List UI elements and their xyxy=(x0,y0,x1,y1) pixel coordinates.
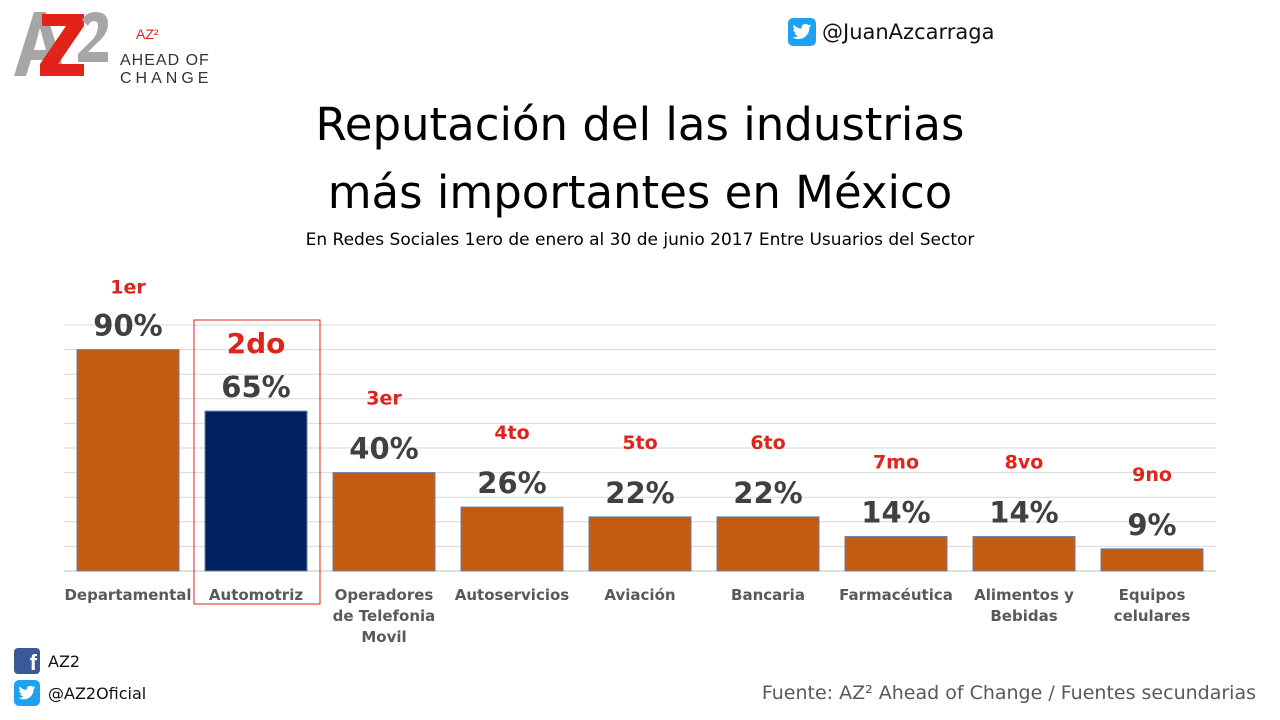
header-twitter-handle: @JuanAzcarraga xyxy=(822,20,995,44)
logo-line-1: AHEAD OF xyxy=(120,52,210,69)
bar-7 xyxy=(844,536,948,572)
az2-logo-mark xyxy=(14,12,108,76)
bar-5 xyxy=(588,516,692,572)
logo-line-2: CHANGE xyxy=(120,70,213,87)
category-label: Aviación xyxy=(604,586,675,604)
value-label: 90% xyxy=(93,309,162,343)
bar-3 xyxy=(332,472,436,572)
category-label: celulares xyxy=(1114,607,1191,625)
category-label: Automotriz xyxy=(209,586,303,604)
rank-label: 8vo xyxy=(1005,452,1044,474)
rank-label: 9no xyxy=(1132,464,1172,486)
footer-twitter-label: @AZ2Oficial xyxy=(48,683,147,703)
rank-label: 3er xyxy=(366,388,402,410)
logo-superscript: AZ² xyxy=(136,26,159,42)
footer-twitter[interactable]: @AZ2Oficial xyxy=(14,680,146,706)
value-label: 9% xyxy=(1127,508,1176,542)
rank-label: 2do xyxy=(227,327,286,360)
rank-label: 4to xyxy=(494,422,529,444)
category-label: Equipos xyxy=(1119,586,1186,604)
rank-label: 1er xyxy=(110,277,146,299)
bar-8 xyxy=(972,536,1076,572)
category-label: Bebidas xyxy=(990,607,1057,625)
value-label: 65% xyxy=(221,370,290,404)
category-label: Autoservicios xyxy=(455,586,570,604)
chart-title-line-1: Reputación del las industrias xyxy=(315,98,965,151)
value-label: 22% xyxy=(733,476,802,510)
value-label: 26% xyxy=(477,466,546,500)
highlight-box xyxy=(193,319,321,605)
source-note: Fuente: AZ² Ahead of Change / Fuentes se… xyxy=(761,682,1256,704)
bar-chart: 90% 1er Departamental 65% 2do Automotriz 40% 3e… xyxy=(64,277,1216,646)
category-label: Movil xyxy=(361,628,406,646)
chart-title-line-2: más importantes en México xyxy=(327,166,953,219)
header-twitter[interactable]: @JuanAzcarraga xyxy=(788,18,994,46)
value-label: 40% xyxy=(349,432,418,466)
twitter-icon xyxy=(788,18,816,46)
az2-logo: AZ² AHEAD OF CHANGE xyxy=(12,10,209,87)
footer-facebook-label: AZ2 xyxy=(48,651,81,671)
facebook-icon: f xyxy=(14,648,40,674)
rank-label: 5to xyxy=(622,432,657,454)
category-label: Bancaria xyxy=(731,586,805,604)
category-label: Alimentos y xyxy=(974,586,1074,604)
rank-label: 6to xyxy=(750,432,785,454)
bar-2 xyxy=(204,410,308,572)
category-label: Departamental xyxy=(64,586,191,604)
bar-9 xyxy=(1100,548,1204,572)
bar-1 xyxy=(76,349,180,572)
value-label: 22% xyxy=(605,476,674,510)
rank-label: 7mo xyxy=(873,452,919,474)
category-label: de Telefonia xyxy=(333,607,436,625)
bar-4 xyxy=(460,506,564,572)
twitter-icon xyxy=(14,680,40,706)
category-label: Operadores xyxy=(335,586,434,604)
footer-facebook[interactable]: f AZ2 xyxy=(14,648,80,674)
category-label: Farmacéutica xyxy=(839,586,953,604)
chart-subtitle: En Redes Sociales 1ero de enero al 30 de… xyxy=(305,230,975,250)
bar-6 xyxy=(716,516,820,572)
value-label: 14% xyxy=(861,496,930,530)
value-label: 14% xyxy=(989,496,1058,530)
